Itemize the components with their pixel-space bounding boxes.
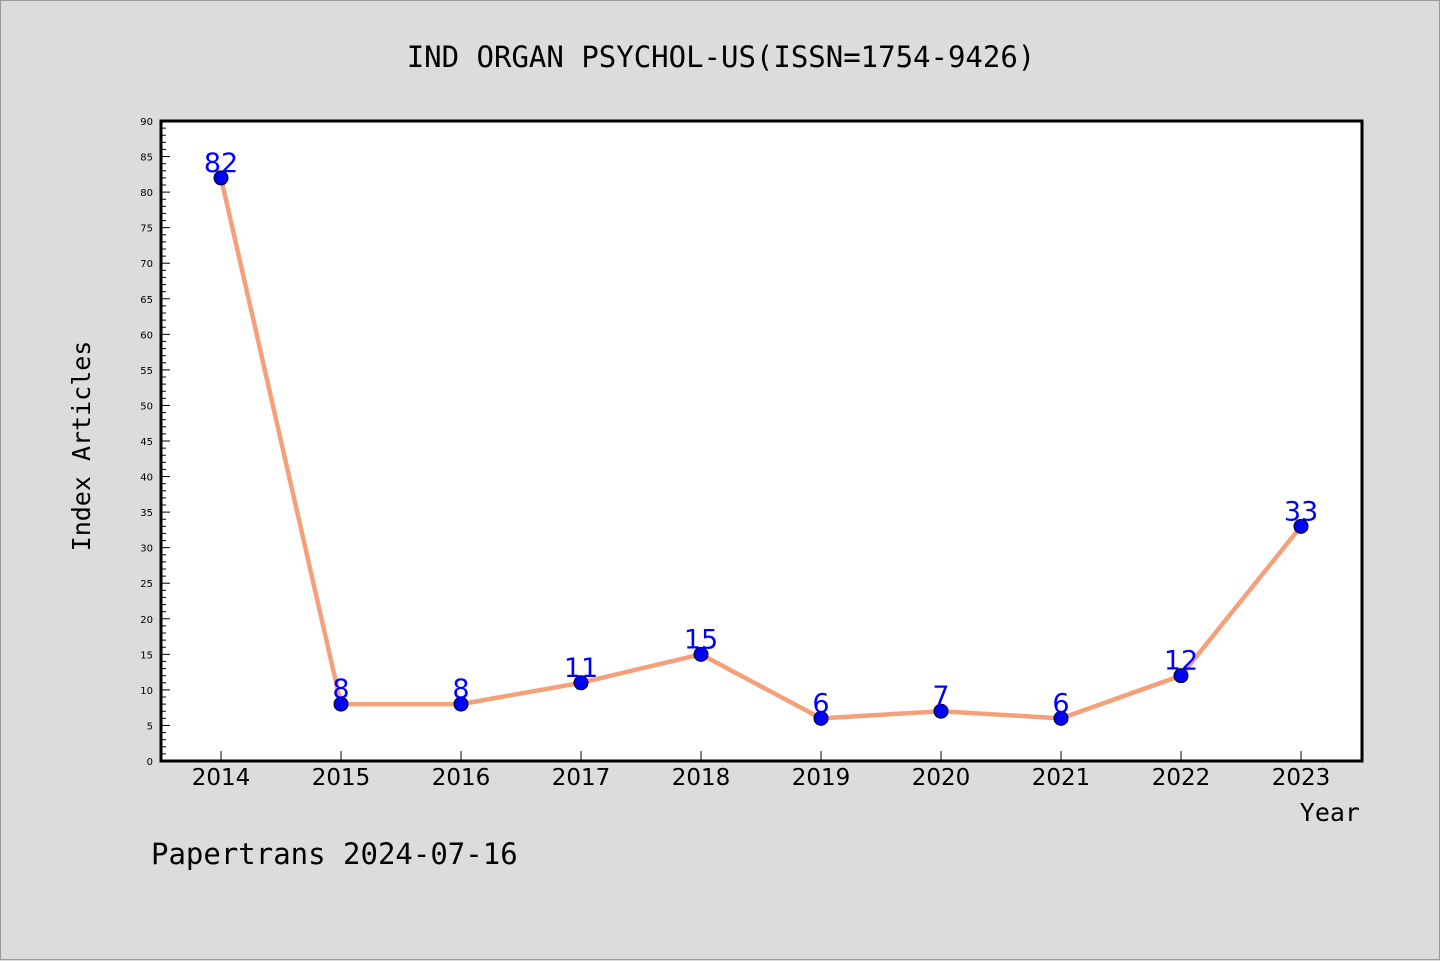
y-tick-label: 70 [140,259,153,270]
x-tick-label: 2016 [432,765,491,791]
y-tick-label: 75 [140,224,153,235]
x-tick-label: 2020 [912,765,971,791]
data-point [573,675,589,691]
data-label: 11 [564,653,598,684]
x-axis-label: Year [1300,798,1360,827]
data-label: 15 [684,624,718,655]
x-tick-label: 2017 [552,765,611,791]
x-tick-label: 2021 [1032,765,1091,791]
y-tick-label: 60 [140,330,153,341]
data-label: 7 [932,681,949,712]
y-tick-label: 20 [140,615,153,626]
data-point [213,170,229,186]
x-tick-label: 2014 [192,765,251,791]
data-point [1293,518,1309,534]
data-label: 33 [1284,496,1318,527]
data-labels: 82 8 8 11 15 6 7 6 12 33 [204,148,1318,719]
data-label: 12 [1164,646,1198,677]
footer-text: Papertrans 2024-07-16 [151,837,518,871]
x-axis: 2014 2015 2016 2017 2018 2019 2020 2021 2022 2023 [192,751,1331,791]
y-tick-label: 5 [147,721,153,732]
y-axis-label: Index Articles [67,341,96,552]
y-tick-label: 25 [140,579,153,590]
y-tick-label: 90 [140,117,153,128]
y-tick-label: 80 [140,188,153,199]
y-tick-label: 15 [140,650,153,661]
y-tick-label: 10 [140,686,153,697]
data-point [1173,668,1189,684]
x-tick-label: 2023 [1272,765,1331,791]
data-point [1053,710,1069,726]
data-label: 8 [332,674,349,705]
data-label: 82 [204,148,238,179]
data-point [813,710,829,726]
x-tick-label: 2019 [792,765,851,791]
x-tick-label: 2015 [312,765,371,791]
y-tick-label: 50 [140,401,153,412]
y-tick-label: 30 [140,544,153,555]
data-point [333,696,349,712]
y-tick-label: 45 [140,437,153,448]
series-line [213,170,1309,726]
y-axis: 0 5 10 15 20 25 30 35 40 45 50 55 60 65 70 75 80 85 90 [140,117,170,768]
data-label: 6 [812,688,829,719]
data-point [453,696,469,712]
y-tick-label: 0 [147,757,153,768]
data-label: 6 [1052,688,1069,719]
y-tick-label: 55 [140,366,153,377]
plot-area [159,119,1364,763]
y-tick-label: 35 [140,508,153,519]
y-tick-label: 65 [140,295,153,306]
series-polyline [218,175,1304,721]
data-point [693,646,709,662]
y-tick-label: 40 [140,473,153,484]
x-tick-label: 2018 [672,765,731,791]
y-tick-label: 85 [140,153,153,164]
x-tick-label: 2022 [1152,765,1211,791]
chart-title: IND ORGAN PSYCHOL-US(ISSN=1754-9426) [407,40,1036,74]
data-label: 8 [452,674,469,705]
data-point [933,703,949,719]
